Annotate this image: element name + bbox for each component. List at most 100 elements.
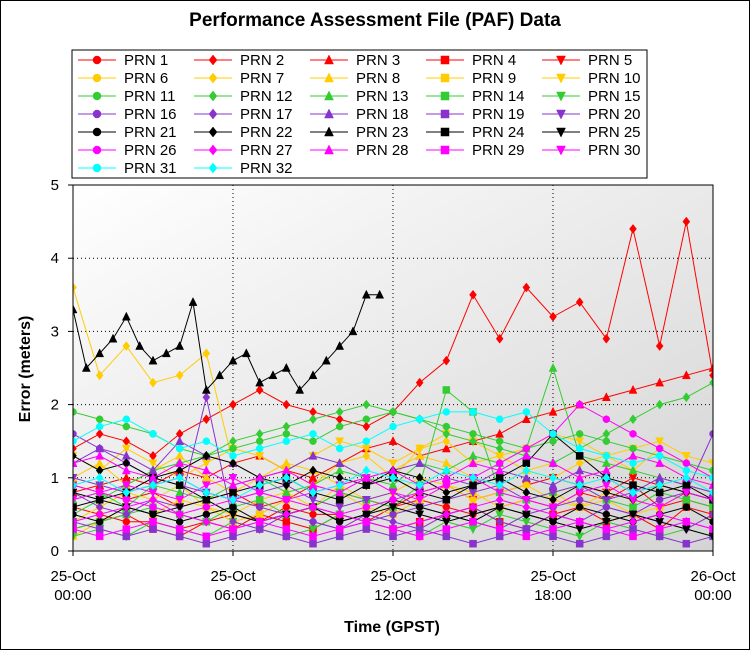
data-point xyxy=(655,480,664,491)
data-point xyxy=(549,532,557,541)
legend-marker xyxy=(92,127,102,137)
data-point xyxy=(602,487,611,498)
x-tick-label-date: 25-Oct xyxy=(370,568,416,585)
data-point xyxy=(629,459,637,467)
x-tick-label-date: 25-Oct xyxy=(50,568,96,585)
data-point xyxy=(682,392,691,403)
data-point xyxy=(601,517,611,527)
data-point xyxy=(575,517,584,526)
legend-marker xyxy=(208,144,218,156)
data-point xyxy=(682,517,691,526)
data-point xyxy=(122,341,131,351)
legend-marker xyxy=(208,90,218,102)
data-point xyxy=(73,510,77,519)
x-tick-label-time: 06:00 xyxy=(214,587,252,604)
data-point xyxy=(255,377,265,387)
legend-marker xyxy=(92,145,102,155)
data-point xyxy=(335,422,344,431)
data-point xyxy=(335,480,344,491)
legend-marker xyxy=(208,108,218,120)
data-point xyxy=(602,510,611,519)
data-point xyxy=(602,472,611,483)
legend-item: PRN 21 xyxy=(78,124,177,141)
legend-marker xyxy=(440,145,450,155)
legend-item: PRN 22 xyxy=(194,124,293,141)
data-point xyxy=(521,450,531,460)
legend-marker xyxy=(324,90,334,101)
data-point xyxy=(228,474,238,483)
data-point xyxy=(202,450,211,461)
data-point xyxy=(709,474,713,482)
data-point xyxy=(548,480,558,489)
data-point xyxy=(682,472,691,483)
x-tick-label-time: 18:00 xyxy=(534,587,572,604)
legend-label: PRN 9 xyxy=(472,70,516,87)
data-point xyxy=(188,297,198,306)
data-point xyxy=(521,496,531,505)
data-point xyxy=(229,525,237,533)
data-point xyxy=(655,503,665,513)
legend-label: PRN 7 xyxy=(240,70,284,87)
data-point xyxy=(441,472,451,482)
data-point xyxy=(73,430,77,438)
data-point xyxy=(655,399,664,410)
data-point xyxy=(415,458,425,467)
data-point xyxy=(629,414,637,425)
data-point xyxy=(148,459,158,469)
data-point xyxy=(73,304,78,314)
data-point xyxy=(628,450,638,460)
y-tick-label: 3 xyxy=(51,323,59,340)
data-point xyxy=(228,355,238,365)
data-point xyxy=(388,503,398,513)
x-tick-label-date: 25-Oct xyxy=(210,568,256,585)
data-point xyxy=(415,516,424,527)
data-point xyxy=(708,459,713,469)
legend-marker xyxy=(440,109,450,119)
data-point xyxy=(95,370,104,381)
data-point xyxy=(309,430,317,438)
data-point xyxy=(148,510,158,520)
legend-marker xyxy=(440,127,450,137)
data-point xyxy=(549,311,557,322)
legend-marker xyxy=(440,55,450,65)
data-point xyxy=(255,385,264,395)
legend-item: PRN 3 xyxy=(310,52,400,69)
data-point xyxy=(309,539,317,548)
legend-item: PRN 5 xyxy=(542,52,632,69)
y-tick-label: 4 xyxy=(51,250,59,267)
data-point xyxy=(122,502,131,512)
data-point xyxy=(682,459,691,467)
data-point xyxy=(95,525,104,533)
legend-label: PRN 26 xyxy=(124,142,177,159)
legend-label: PRN 24 xyxy=(472,124,525,141)
data-point xyxy=(202,503,211,511)
data-point xyxy=(415,496,425,505)
data-point xyxy=(122,487,131,498)
legend-label: PRN 30 xyxy=(588,142,641,159)
data-point xyxy=(175,370,184,381)
legend-item: PRN 17 xyxy=(194,106,293,123)
legend-item: PRN 4 xyxy=(426,52,516,69)
data-point xyxy=(681,488,691,498)
legend-item: PRN 9 xyxy=(426,70,516,87)
legend-item: PRN 19 xyxy=(426,106,525,123)
data-point xyxy=(469,502,477,512)
data-point xyxy=(149,494,157,505)
data-point xyxy=(602,415,611,423)
y-tick-label: 1 xyxy=(51,470,59,487)
data-point xyxy=(548,503,558,513)
data-point xyxy=(255,452,265,461)
data-point xyxy=(122,422,131,431)
data-point xyxy=(73,496,78,505)
data-point xyxy=(121,311,131,321)
data-point xyxy=(655,452,664,460)
data-point xyxy=(282,532,291,541)
data-point xyxy=(361,496,371,505)
data-point xyxy=(202,487,211,498)
data-point xyxy=(495,465,505,475)
data-point xyxy=(469,472,477,483)
data-point xyxy=(442,532,451,541)
legend-marker xyxy=(556,127,566,138)
y-tick-label: 0 xyxy=(51,543,59,560)
legend-marker xyxy=(324,144,334,155)
